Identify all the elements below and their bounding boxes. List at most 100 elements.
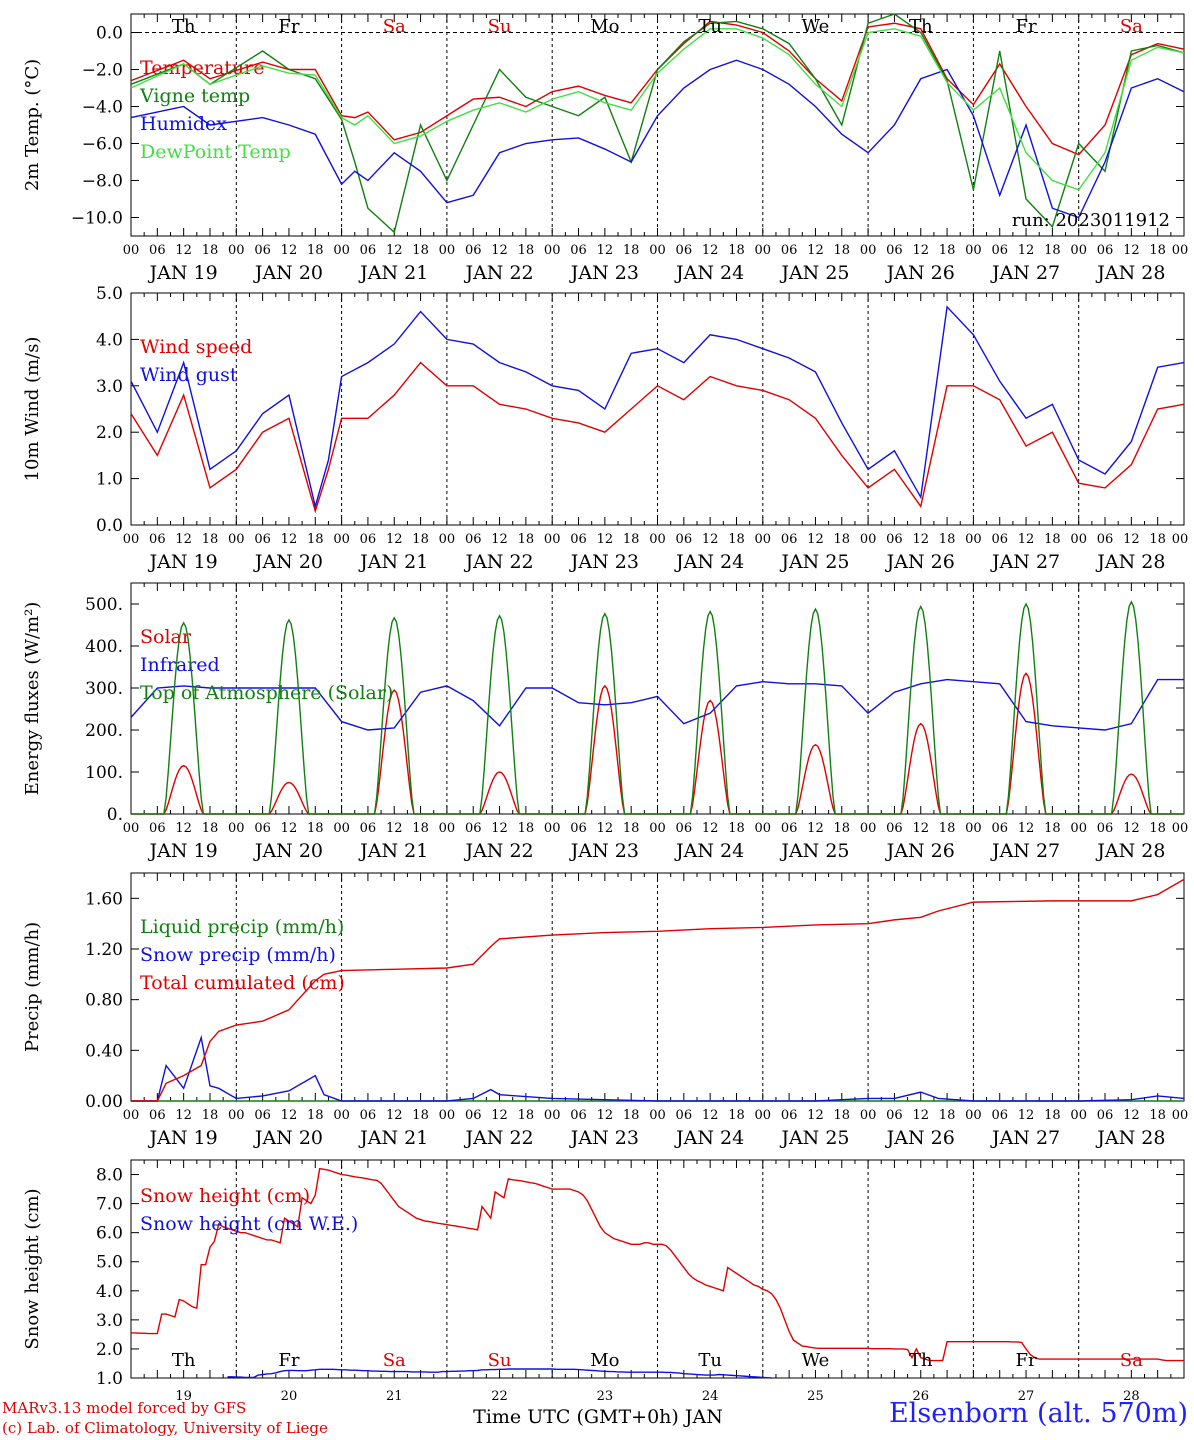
credits: MARv3.13 model forced by GFS (c) Lab. of… — [2, 1398, 328, 1438]
x-hour-label: 06 — [465, 1108, 482, 1123]
x-hour-label: 12 — [807, 1108, 824, 1123]
x-hour-label: 06 — [149, 1108, 166, 1123]
x-hour-label: 18 — [1149, 1108, 1166, 1123]
x-hour-label: 12 — [702, 821, 719, 836]
day-letter: Fr — [278, 16, 299, 37]
x-day-label: JAN 24 — [674, 262, 744, 284]
x-hour-label: 12 — [386, 821, 403, 836]
x-day-label: JAN 20 — [253, 551, 323, 573]
x-hour-label: 06 — [465, 532, 482, 547]
series-line — [131, 600, 1184, 815]
x-day-label: JAN 27 — [990, 1127, 1060, 1149]
legend-entry: Liquid precip (mm/h) — [140, 916, 344, 938]
y-tick-label: 5.0 — [96, 284, 123, 304]
x-day-label: JAN 26 — [885, 840, 955, 862]
y-tick-label: 1.0 — [96, 1369, 123, 1389]
x-hour-label: 12 — [1123, 532, 1140, 547]
x-hour-label: 12 — [702, 1108, 719, 1123]
x-hour-label: 12 — [1123, 821, 1140, 836]
x-day-label: JAN 22 — [463, 262, 533, 284]
x-hour-label: 12 — [912, 243, 929, 258]
x-hour-label: 00 — [1172, 1108, 1189, 1123]
x-hour-label: 00 — [965, 821, 982, 836]
x-hour-label: 12 — [281, 821, 298, 836]
legend-entry: Infrared — [140, 654, 220, 676]
x-hour-label: 06 — [886, 1108, 903, 1123]
x-hour-label: 18 — [518, 821, 535, 836]
x-day-number: 21 — [386, 1389, 403, 1404]
x-hour-label: 00 — [649, 243, 666, 258]
y-axis-label: 10m Wind (m/s) — [22, 337, 43, 482]
x-hour-label: 00 — [1070, 243, 1087, 258]
x-hour-label: 06 — [1097, 821, 1114, 836]
day-letter: We — [802, 16, 830, 37]
y-tick-label: 2.0 — [96, 423, 123, 443]
x-hour-label: 18 — [518, 532, 535, 547]
day-letter: Mo — [590, 16, 619, 37]
x-day-label: JAN 21 — [358, 1127, 428, 1149]
x-hour-label: 06 — [570, 243, 587, 258]
x-hour-label: 12 — [281, 1108, 298, 1123]
x-hour-label: 12 — [175, 243, 192, 258]
x-hour-label: 18 — [202, 243, 219, 258]
x-axis-label: Time UTC (GMT+0h) JAN — [473, 1406, 723, 1428]
day-letter: We — [802, 1350, 830, 1371]
x-hour-label: 00 — [965, 1108, 982, 1123]
x-day-number: 23 — [597, 1389, 614, 1404]
x-hour-label: 18 — [939, 532, 956, 547]
x-hour-label: 18 — [1149, 532, 1166, 547]
legend-entry: Total cumulated (cm) — [140, 972, 345, 994]
x-hour-label: 00 — [439, 532, 456, 547]
x-hour-label: 00 — [123, 1108, 140, 1123]
x-hour-label: 12 — [281, 243, 298, 258]
legend-entry: Temperature — [140, 57, 264, 79]
x-day-label: JAN 28 — [1095, 1127, 1165, 1149]
y-tick-label: 300. — [85, 679, 123, 699]
x-day-label: JAN 25 — [779, 1127, 849, 1149]
x-hour-label: 06 — [886, 243, 903, 258]
x-day-label: JAN 20 — [253, 262, 323, 284]
x-day-label: JAN 26 — [885, 1127, 955, 1149]
legend-entry: Wind speed — [140, 336, 252, 358]
x-day-label: JAN 19 — [148, 840, 218, 862]
x-hour-label: 06 — [991, 532, 1008, 547]
x-hour-label: 12 — [1018, 1108, 1035, 1123]
x-hour-label: 18 — [307, 243, 324, 258]
x-day-label: JAN 19 — [148, 262, 218, 284]
x-hour-label: 00 — [649, 821, 666, 836]
x-day-number: 27 — [1018, 1389, 1035, 1404]
series-line — [130, 361, 1185, 514]
day-letter: Sa — [1120, 1350, 1143, 1371]
x-hour-label: 12 — [1018, 243, 1035, 258]
y-tick-label: 0.80 — [85, 991, 123, 1011]
x-hour-label: 00 — [123, 821, 140, 836]
x-hour-label: 18 — [1044, 532, 1061, 547]
x-hour-label: 18 — [307, 1108, 324, 1123]
x-day-label: JAN 20 — [253, 840, 323, 862]
x-hour-label: 00 — [1070, 1108, 1087, 1123]
x-hour-label: 18 — [307, 821, 324, 836]
x-hour-label: 12 — [175, 532, 192, 547]
legend-entry: Snow height (cm W.E.) — [140, 1213, 358, 1235]
x-day-label: JAN 28 — [1095, 840, 1165, 862]
x-hour-label: 12 — [1018, 821, 1035, 836]
panel-5: 1.0 2.0 3.0 4.0 5.0 6.0 7.0 8.0 Snow height (cm)… — [22, 1159, 1185, 1428]
y-tick-label: 3.0 — [96, 377, 123, 397]
x-day-label: JAN 27 — [990, 840, 1060, 862]
series-line — [131, 1167, 1184, 1362]
x-hour-label: 12 — [491, 243, 508, 258]
x-hour-label: 00 — [649, 1108, 666, 1123]
x-hour-label: 18 — [1044, 821, 1061, 836]
day-letter: Mo — [590, 1350, 619, 1371]
x-hour-label: 06 — [886, 821, 903, 836]
x-hour-label: 00 — [123, 532, 140, 547]
day-letter: Sa — [383, 16, 406, 37]
x-hour-label: 12 — [281, 532, 298, 547]
x-hour-label: 18 — [1149, 821, 1166, 836]
y-tick-label: 4.0 — [96, 1282, 123, 1302]
legend-entry: Wind gust — [140, 364, 238, 386]
x-hour-label: 18 — [623, 1108, 640, 1123]
x-hour-label: 12 — [702, 532, 719, 547]
x-day-number: 22 — [491, 1389, 508, 1404]
